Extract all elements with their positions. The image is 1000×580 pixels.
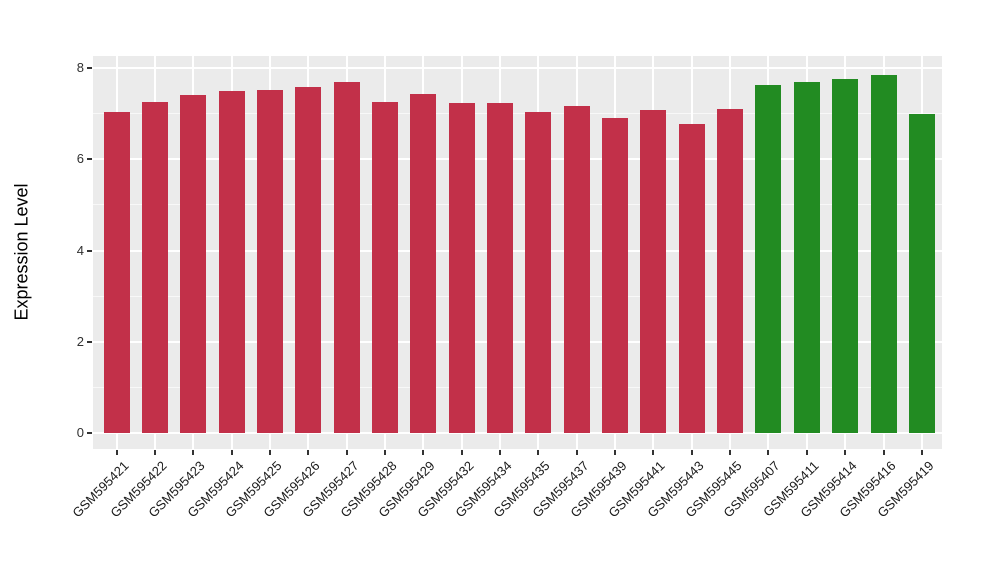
bar-GSM595443 <box>678 124 705 434</box>
bar-GSM595435 <box>525 112 552 434</box>
minor-gridline-y1 <box>93 387 942 389</box>
x-tick-mark <box>153 450 156 455</box>
x-tick-mark <box>844 450 847 455</box>
y-tick-label: 4 <box>76 242 84 258</box>
x-tick-mark <box>268 450 271 455</box>
x-tick-mark <box>230 450 233 455</box>
major-gridline-y2 <box>93 340 942 343</box>
bar-GSM595434 <box>487 103 513 434</box>
bar-GSM595437 <box>563 105 590 434</box>
y-tick-label: 8 <box>76 59 84 75</box>
x-tick-mark <box>499 450 501 455</box>
x-tick-mark <box>805 450 808 455</box>
minor-gridline-y3 <box>93 295 942 297</box>
y-tick-label: 6 <box>76 151 84 167</box>
bar-GSM595407 <box>755 85 782 434</box>
y-tick-mark <box>87 158 92 161</box>
bar-GSM595427 <box>333 82 360 434</box>
bar-GSM595416 <box>870 75 897 434</box>
y-tick-mark <box>87 340 92 343</box>
y-tick-mark <box>87 432 92 435</box>
bar-GSM595419 <box>908 114 935 434</box>
x-tick-mark <box>729 450 732 455</box>
bar-GSM595421 <box>103 111 130 434</box>
minor-gridline-y5 <box>93 204 942 206</box>
y-tick-label: 2 <box>76 333 84 349</box>
bar-GSM595439 <box>602 118 629 434</box>
x-tick-mark <box>920 450 923 455</box>
bar-GSM595429 <box>410 93 437 434</box>
x-tick-mark <box>575 450 578 455</box>
x-tick-mark <box>614 450 617 455</box>
major-gridline-y8 <box>93 66 942 69</box>
bar-GSM595424 <box>218 91 245 434</box>
bar-GSM595414 <box>832 79 859 434</box>
minor-gridline-y7 <box>93 112 942 114</box>
x-tick-mark <box>537 450 540 455</box>
x-tick-mark <box>192 450 195 455</box>
bar-GSM595423 <box>180 95 207 434</box>
x-tick-mark <box>690 450 693 455</box>
x-tick-mark <box>345 450 348 455</box>
major-gridline-y0 <box>93 432 942 435</box>
bar-GSM595426 <box>295 86 322 434</box>
y-tick-label: 0 <box>76 425 84 441</box>
y-axis-title: Expression Level <box>11 183 32 321</box>
plot-panel <box>93 56 942 449</box>
x-tick-mark <box>383 450 386 455</box>
bar-GSM595422 <box>141 101 168 434</box>
bar-GSM595445 <box>717 109 744 434</box>
x-tick-mark <box>882 450 885 455</box>
x-tick-mark <box>115 450 118 455</box>
y-tick-mark <box>87 66 92 69</box>
bar-GSM595432 <box>448 102 475 434</box>
x-tick-mark <box>307 450 310 455</box>
major-gridline-y4 <box>93 249 942 252</box>
x-tick-mark <box>652 450 655 455</box>
bar-GSM595428 <box>371 102 398 434</box>
major-gridline-y6 <box>93 158 942 161</box>
bar-GSM595425 <box>256 90 283 434</box>
bar-GSM595411 <box>793 82 820 434</box>
bar-GSM595441 <box>640 110 667 434</box>
x-tick-mark <box>422 450 425 455</box>
x-tick-mark <box>767 450 770 455</box>
y-tick-mark <box>87 249 92 252</box>
x-tick-mark <box>460 450 463 455</box>
